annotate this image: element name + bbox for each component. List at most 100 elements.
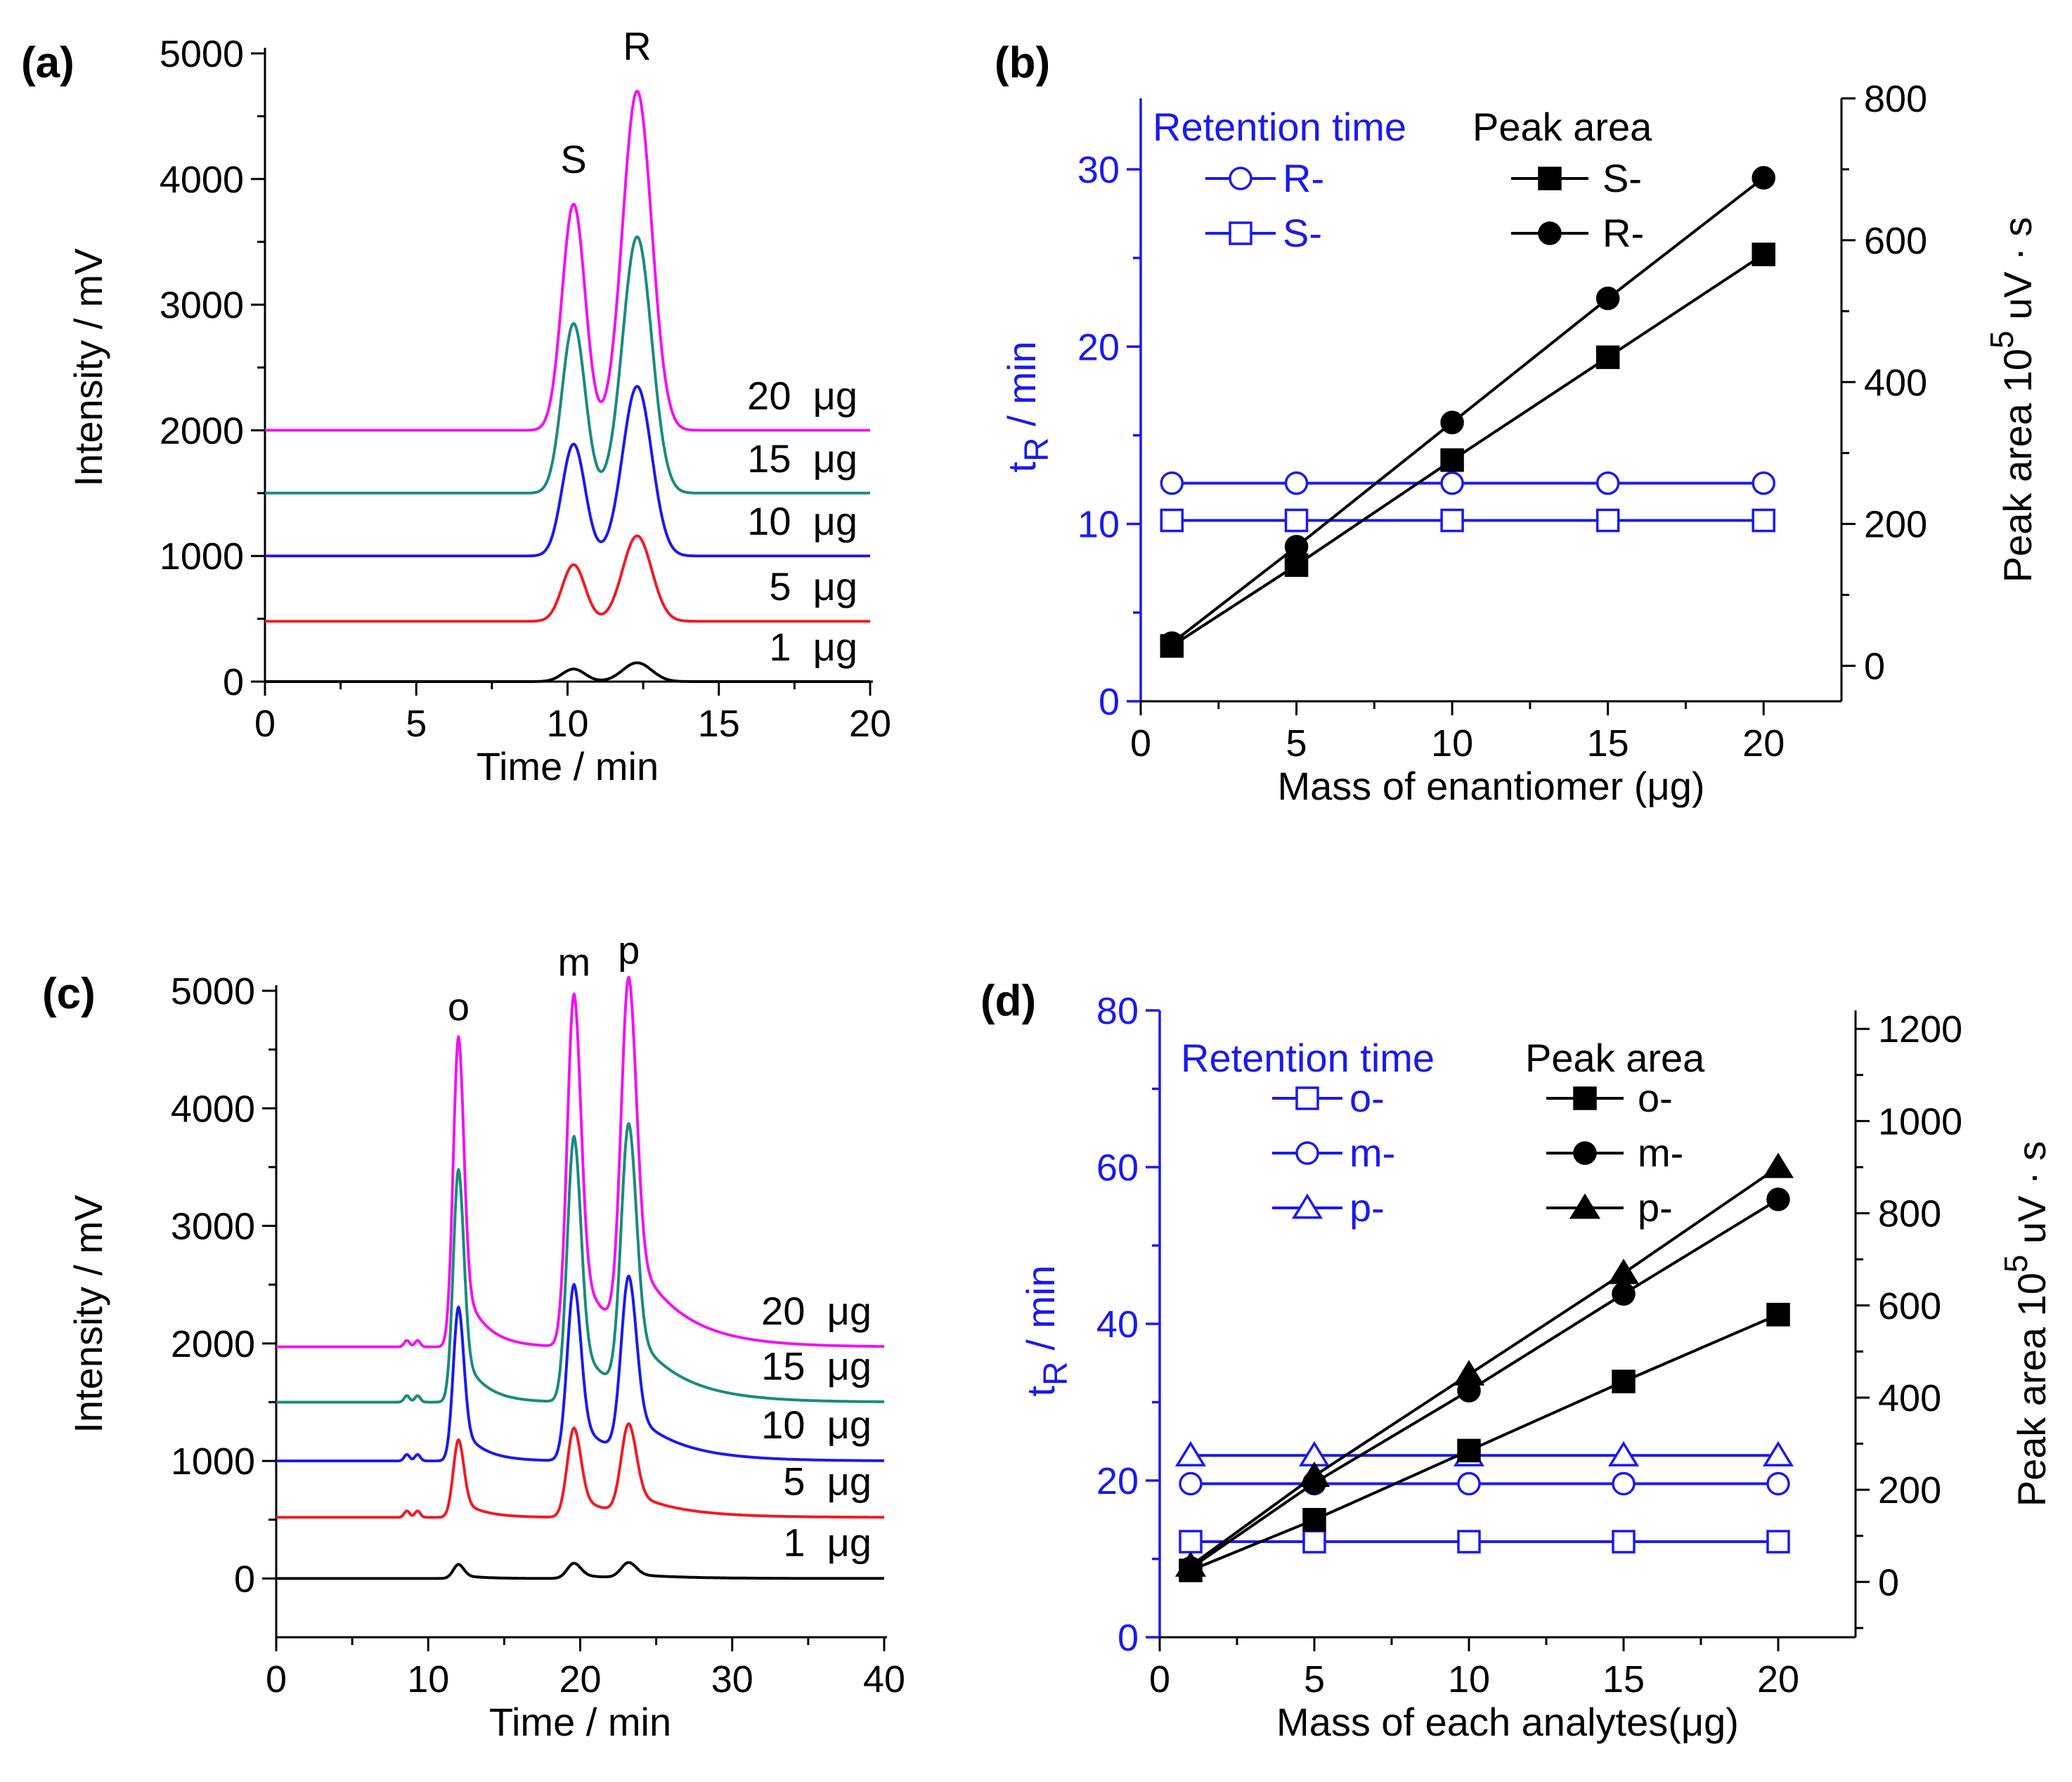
trace-1ug — [276, 1563, 884, 1579]
right-y-axis-label-main: Peak area 10 — [2009, 1273, 2054, 1507]
y-tick-label-1000: 1000 — [171, 1440, 255, 1483]
data-point-right-S-15 — [1595, 345, 1620, 370]
x-axis-label: Mass of enantiomer (μg) — [1277, 764, 1704, 808]
peak-label-p: p — [618, 928, 640, 973]
data-point-right-S-10 — [1440, 448, 1464, 472]
trace-15ug — [276, 1124, 884, 1403]
data-point-right-o-20 — [1766, 1303, 1790, 1327]
data-point-left-S-1 — [1160, 508, 1184, 533]
trace-label-1ug: 1 μg — [769, 625, 857, 669]
data-point-left-m-15 — [1612, 1471, 1636, 1496]
y-tick-label-4000: 4000 — [171, 1088, 255, 1130]
data-point-right-R-20 — [1752, 166, 1775, 190]
x-tick-label-15: 15 — [698, 703, 740, 745]
right-y-tick-label-1000: 1000 — [1878, 1100, 1962, 1143]
data-point-left-p-20 — [1762, 1440, 1794, 1466]
y-tick-label-5000: 5000 — [171, 970, 255, 1013]
y-tick-label-3000: 3000 — [171, 1206, 255, 1248]
data-point-right-p-10 — [1453, 1360, 1485, 1386]
right-y-tick-label-400: 400 — [1864, 362, 1927, 404]
trace-label-20ug: 20 μg — [747, 373, 857, 417]
right-y-tick-label-800: 800 — [1878, 1193, 1941, 1235]
trace-label-20ug: 20 μg — [761, 1289, 872, 1333]
data-point-right-R-10 — [1440, 410, 1464, 435]
trace-5ug — [276, 1424, 884, 1517]
legend-label-retention-m: m- — [1349, 1131, 1395, 1175]
legend-title-peak-area: Peak area — [1525, 1036, 1705, 1080]
y-tick-label-0: 0 — [223, 661, 244, 703]
legend-marker-retention-o — [1295, 1086, 1319, 1110]
x-tick-label-40: 40 — [863, 1658, 905, 1700]
left-y-axis-label: tR / min — [1018, 1265, 1075, 1396]
x-tick-label-10: 10 — [546, 703, 588, 745]
peak-label-m: m — [558, 939, 591, 984]
trace-20ug — [276, 977, 884, 1347]
legend-marker-area-p — [1569, 1193, 1601, 1219]
trace-label-1ug: 1 μg — [783, 1520, 872, 1564]
panel-label: (b) — [995, 39, 1050, 87]
left-y-axis-label-t: t — [999, 462, 1044, 473]
legend-title-peak-area: Peak area — [1472, 105, 1652, 149]
data-point-right-p-1 — [1174, 1551, 1207, 1577]
data-point-left-m-20 — [1766, 1471, 1790, 1496]
data-point-left-m-10 — [1457, 1471, 1481, 1496]
right-y-axis-label-sup: 5 — [1983, 331, 2020, 349]
left-y-axis-label-t: t — [1018, 1386, 1063, 1397]
right-y-tick-label-0: 0 — [1864, 646, 1885, 688]
left-y-tick-label-10: 10 — [1077, 504, 1120, 546]
legend-marker-area-m — [1573, 1141, 1597, 1165]
right-y-tick-label-200: 200 — [1864, 504, 1927, 546]
trace-label-10ug: 10 μg — [747, 499, 857, 543]
peak-label-S: S — [560, 137, 586, 181]
legend-label-area-m: m- — [1638, 1131, 1683, 1175]
x-tick-label-10: 10 — [1431, 722, 1473, 765]
legend-marker-area-o — [1573, 1086, 1597, 1110]
legend-label-area-R: R- — [1602, 211, 1644, 255]
data-point-right-m-15 — [1612, 1282, 1636, 1306]
data-point-left-S-20 — [1752, 508, 1775, 533]
data-point-right-p-5 — [1298, 1461, 1330, 1487]
legend-marker-area-S — [1538, 167, 1562, 190]
trace-10ug — [265, 386, 870, 556]
legend-marker-retention-m — [1295, 1141, 1319, 1165]
x-tick-label-10: 10 — [407, 1658, 449, 1700]
data-point-right-m-20 — [1766, 1188, 1790, 1211]
left-y-tick-label-0: 0 — [1099, 681, 1120, 723]
x-axis-label: Time / min — [477, 744, 659, 788]
legend-title-retention: Retention time — [1153, 105, 1406, 149]
left-y-tick-label-40: 40 — [1096, 1303, 1139, 1346]
data-point-right-p-20 — [1762, 1152, 1794, 1178]
panel-label: (d) — [980, 977, 1036, 1025]
x-axis-label: Time / min — [489, 1700, 671, 1744]
x-tick-label-20: 20 — [1757, 1658, 1799, 1700]
data-point-left-o-20 — [1766, 1530, 1790, 1554]
data-point-left-p-1 — [1174, 1440, 1207, 1466]
data-point-left-R-20 — [1752, 471, 1775, 495]
trace-label-15ug: 15 μg — [747, 436, 857, 481]
x-tick-label-5: 5 — [1304, 1658, 1325, 1700]
x-tick-label-20: 20 — [559, 1658, 601, 1700]
data-point-left-R-10 — [1440, 471, 1464, 495]
panel-label: (a) — [21, 39, 75, 87]
data-point-left-p-15 — [1607, 1440, 1640, 1466]
left-y-tick-label-80: 80 — [1096, 990, 1139, 1032]
right-y-axis-label-main: Peak area 10 — [1995, 349, 2040, 583]
right-y-axis-label: Peak area 105 uV · s — [1983, 217, 2040, 583]
trace-15ug — [265, 237, 870, 493]
legend-label-retention-o: o- — [1349, 1076, 1385, 1120]
right-y-tick-label-600: 600 — [1878, 1285, 1941, 1327]
panel-c-chromatogram: (c) 0 1000 2000 3000 4000 5000 0 10 20 30 40 Time / … — [42, 928, 905, 1744]
data-point-right-o-15 — [1612, 1370, 1636, 1393]
left-y-tick-label-20: 20 — [1077, 326, 1120, 368]
left-y-axis-label-rest: / min — [1018, 1265, 1063, 1361]
data-point-left-o-5 — [1302, 1530, 1326, 1554]
y-tick-label-0: 0 — [234, 1558, 255, 1600]
x-tick-label-5: 5 — [406, 703, 427, 745]
y-tick-label-3000: 3000 — [160, 285, 244, 327]
x-axis-label: Mass of each analytes(μg) — [1276, 1700, 1739, 1744]
legend-label-area-p: p- — [1638, 1185, 1673, 1230]
legend-label-retention-R: R- — [1283, 156, 1324, 200]
x-tick-label-0: 0 — [1149, 1658, 1170, 1700]
x-tick-label-0: 0 — [266, 1658, 287, 1700]
